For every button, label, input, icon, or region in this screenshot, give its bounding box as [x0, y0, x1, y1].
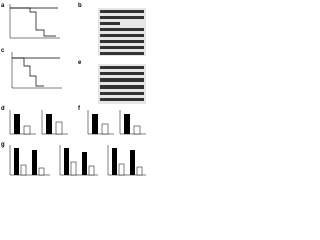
panel-label: d [1, 106, 5, 112]
panel-label: b [78, 3, 82, 9]
figure: a b c e d [1, 3, 146, 176]
panel-label: e [78, 60, 82, 66]
panel-label: c [1, 48, 5, 54]
survival-plot [11, 52, 62, 89]
bar-plot [87, 110, 146, 135]
panel-label: g [1, 142, 5, 148]
bar-plot [9, 110, 68, 135]
bar-plot [9, 145, 146, 176]
survival-plot [9, 4, 60, 39]
western-blot [98, 8, 146, 56]
western-blot [98, 64, 146, 104]
page: a b c e d [0, 0, 150, 187]
panel-label: f [78, 106, 81, 112]
panel-label: a [1, 3, 5, 9]
